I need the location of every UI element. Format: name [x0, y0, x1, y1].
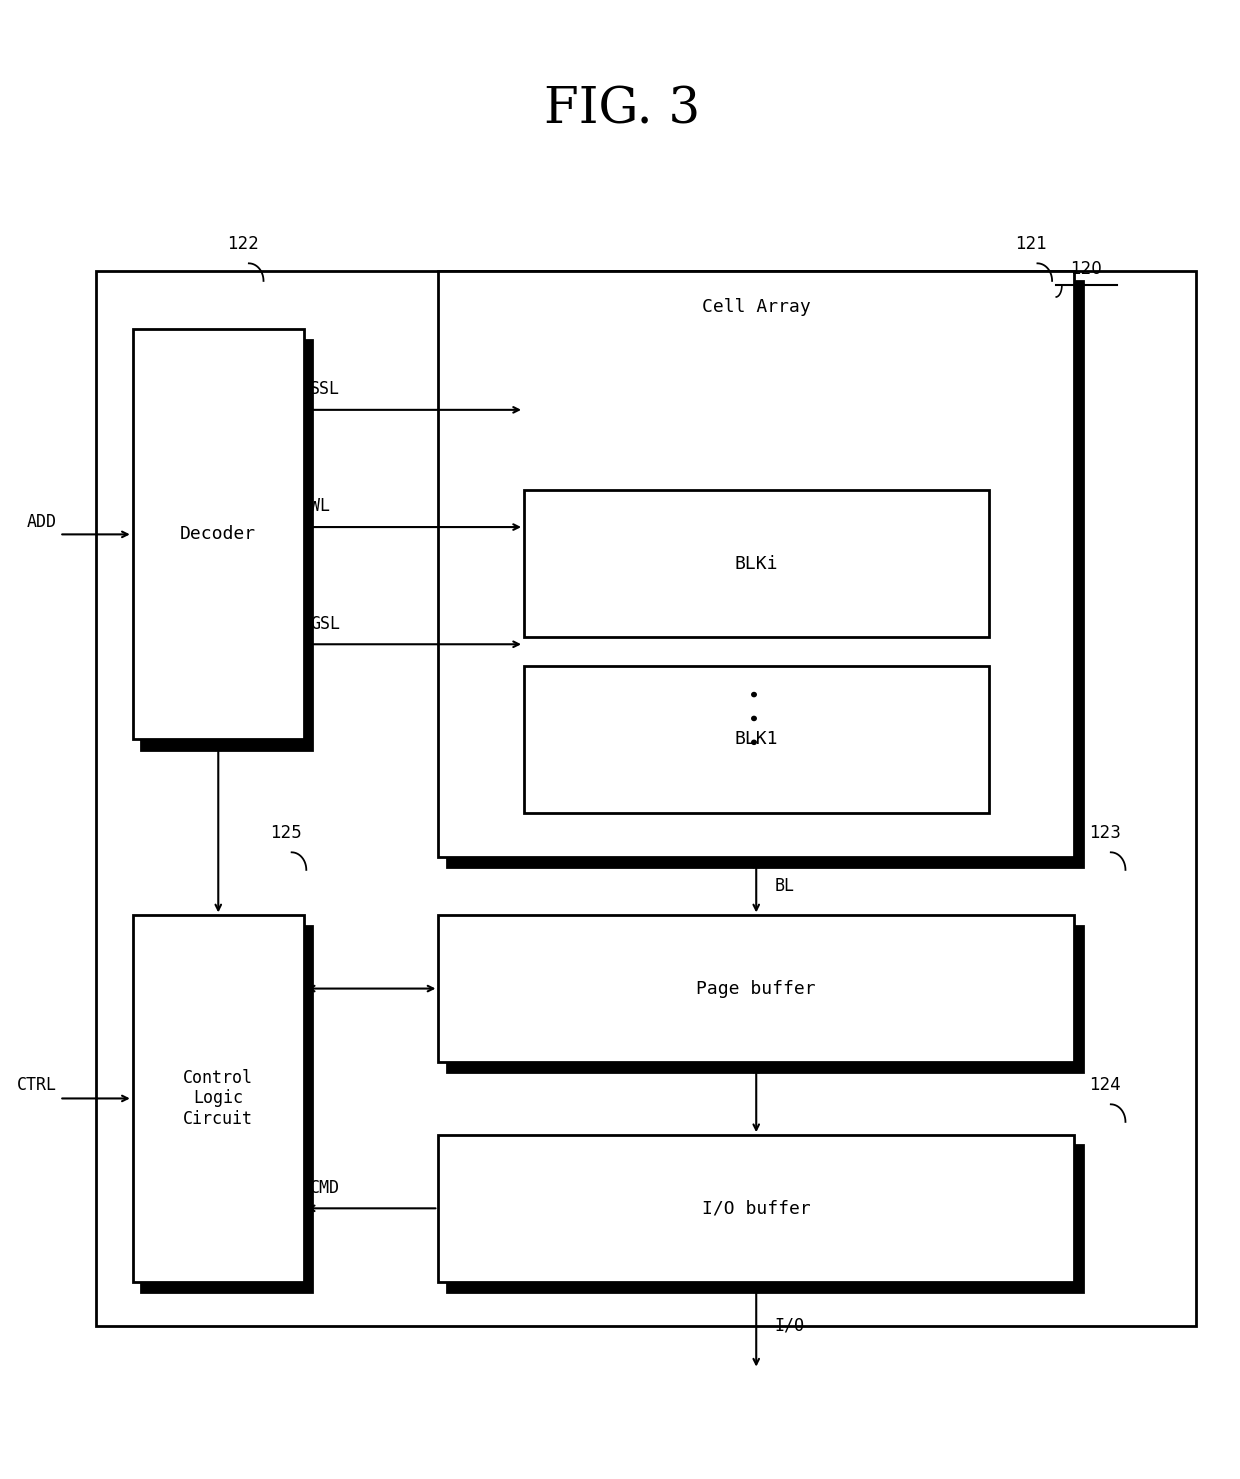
Bar — [446, 1145, 1083, 1291]
Text: 120: 120 — [1070, 260, 1102, 278]
Bar — [446, 926, 1083, 1072]
Text: SSL: SSL — [310, 380, 340, 398]
Text: FIG. 3: FIG. 3 — [543, 84, 699, 135]
Text: Cell Array: Cell Array — [702, 299, 811, 317]
Text: 125: 125 — [269, 824, 301, 842]
Text: BLK1: BLK1 — [734, 731, 777, 748]
Text: BL: BL — [775, 877, 795, 895]
Bar — [439, 916, 1074, 1062]
Text: 124: 124 — [1089, 1077, 1121, 1094]
Bar — [133, 330, 304, 740]
Text: CTRL: CTRL — [17, 1077, 57, 1094]
Bar — [133, 916, 304, 1282]
Bar — [95, 271, 1197, 1325]
Text: ADD: ADD — [27, 513, 57, 531]
Text: Control
Logic
Circuit: Control Logic Circuit — [184, 1069, 253, 1128]
Text: 123: 123 — [1089, 824, 1121, 842]
Text: 121: 121 — [1016, 235, 1048, 253]
Text: BLKi: BLKi — [734, 555, 777, 572]
Text: CMD: CMD — [310, 1179, 340, 1197]
Bar — [439, 1134, 1074, 1282]
Text: I/O: I/O — [775, 1316, 805, 1334]
Text: I/O buffer: I/O buffer — [702, 1199, 811, 1217]
Text: Decoder: Decoder — [180, 525, 257, 543]
Text: •  •  •: • • • — [746, 688, 766, 747]
Bar — [141, 340, 312, 750]
Text: GSL: GSL — [310, 615, 340, 633]
Bar — [439, 271, 1074, 856]
Bar — [525, 666, 988, 813]
Text: 122: 122 — [227, 235, 259, 253]
Text: WL: WL — [310, 497, 330, 515]
Bar — [446, 281, 1083, 867]
Bar — [525, 491, 988, 637]
Text: Page buffer: Page buffer — [697, 979, 816, 997]
Bar — [141, 926, 312, 1291]
